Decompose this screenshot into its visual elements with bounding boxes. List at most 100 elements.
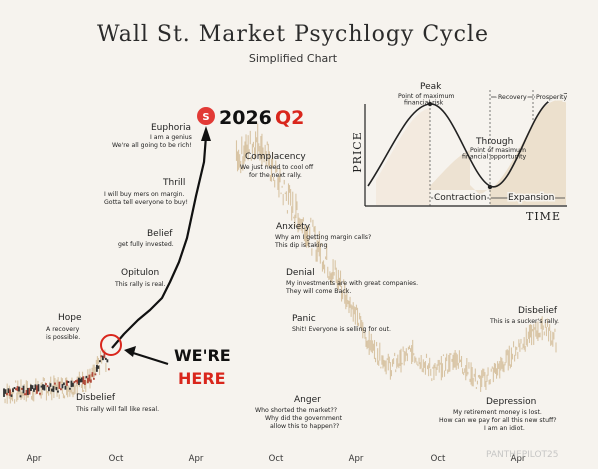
stage-anxiety: Anxiety bbox=[276, 222, 311, 232]
inset-peak-title: Peak bbox=[420, 82, 442, 92]
stage-depression: Depression bbox=[486, 397, 536, 407]
stage-complacency-text: We just need to cool off for the next ral… bbox=[240, 164, 314, 179]
here-line2: HERE bbox=[178, 369, 226, 388]
stage-anxiety-text: Why am I getting margin calls? This dip i… bbox=[274, 234, 371, 249]
here-arrow-line bbox=[129, 350, 169, 366]
s-badge-circle bbox=[197, 107, 215, 125]
stage-hope: Hope bbox=[58, 313, 82, 323]
inset-shade-expansion bbox=[490, 98, 566, 205]
candle bbox=[106, 359, 109, 363]
stage-labels: Disbelief This rally will fall like resa… bbox=[46, 123, 559, 432]
candle bbox=[76, 379, 79, 384]
candle bbox=[18, 386, 20, 392]
inset-top-recovery: Recovery bbox=[498, 94, 527, 101]
candle bbox=[54, 382, 56, 385]
here-arrow-head bbox=[124, 346, 136, 357]
candle bbox=[51, 388, 53, 392]
inset-peak-dot bbox=[427, 101, 433, 107]
candle bbox=[33, 388, 35, 392]
candle bbox=[92, 377, 95, 380]
candle bbox=[69, 387, 71, 390]
stage-euphoria-text: I am a genius We're all going to be rich! bbox=[112, 134, 192, 149]
candle bbox=[22, 385, 25, 394]
candle bbox=[9, 389, 11, 396]
candle bbox=[95, 364, 98, 372]
inset-trough-text: Point of masimum financial opportunity bbox=[462, 147, 527, 161]
inset-shade-peak bbox=[376, 108, 430, 205]
stage-anger: Anger bbox=[294, 395, 321, 405]
inset-xlabel: TIME bbox=[526, 210, 561, 223]
candle bbox=[12, 388, 14, 392]
s-badge-letter: S bbox=[202, 112, 209, 123]
candle bbox=[46, 385, 49, 388]
candle bbox=[85, 375, 88, 379]
candle bbox=[48, 386, 50, 392]
stage-disbelief-2: Disbelief bbox=[518, 306, 558, 316]
candle bbox=[81, 377, 83, 383]
stage-hope-text: A recovery is possible. bbox=[46, 326, 80, 341]
candle bbox=[94, 373, 97, 376]
x-tick-label: Apr bbox=[189, 454, 204, 464]
candle bbox=[40, 385, 43, 388]
candle bbox=[57, 390, 59, 393]
candle bbox=[75, 380, 77, 383]
candle bbox=[43, 384, 46, 391]
x-tick-label: Oct bbox=[269, 454, 284, 464]
stage-anger-text: Who shorted the market?? Why did the gove… bbox=[255, 407, 343, 430]
x-tick-label: Oct bbox=[431, 454, 446, 464]
here-line1: WE'RE bbox=[174, 346, 231, 365]
inset-trough-title: Through bbox=[475, 137, 513, 147]
candle bbox=[16, 386, 19, 392]
candle bbox=[34, 384, 37, 390]
inset-ylabel: PRICE bbox=[351, 131, 364, 172]
candle bbox=[64, 385, 67, 390]
candle bbox=[101, 355, 104, 361]
candle bbox=[25, 390, 28, 396]
stage-euphoria: Euphoria bbox=[151, 123, 191, 133]
candle bbox=[97, 365, 100, 369]
marker-quarter: Q2 bbox=[275, 107, 304, 129]
inset-phase-expansion: Expansion bbox=[508, 193, 554, 203]
candle bbox=[39, 392, 41, 395]
candle bbox=[98, 360, 101, 363]
here-circle bbox=[100, 334, 122, 356]
candle bbox=[58, 381, 61, 389]
candle bbox=[104, 357, 107, 360]
x-tick-label: Apr bbox=[27, 454, 42, 464]
candle bbox=[100, 355, 103, 358]
stage-denial-text: My investments are with great companies.… bbox=[285, 280, 418, 295]
candle bbox=[27, 387, 29, 395]
candle bbox=[82, 376, 85, 385]
candle bbox=[45, 383, 47, 386]
candle bbox=[3, 388, 5, 397]
chart-subtitle: Simplified Chart bbox=[249, 52, 338, 65]
candle bbox=[66, 380, 68, 386]
inset-business-cycle: Peak Point of maximum financial risk Thro… bbox=[351, 82, 569, 223]
candle bbox=[4, 389, 7, 394]
candle bbox=[70, 380, 73, 388]
candle bbox=[103, 353, 106, 359]
candle bbox=[13, 387, 16, 390]
candle bbox=[87, 377, 89, 384]
stage-thrill: Thrill bbox=[162, 178, 185, 188]
trend-arrow-line bbox=[111, 135, 208, 349]
inset-top-prosperity: Prosperity bbox=[536, 94, 567, 101]
stage-panic-text: Shit! Everyone is selling for out. bbox=[292, 326, 391, 333]
stage-belief: Belief bbox=[147, 229, 173, 239]
candle bbox=[31, 385, 34, 390]
candle bbox=[7, 388, 10, 394]
candle bbox=[19, 395, 22, 398]
candle bbox=[30, 384, 32, 392]
candle bbox=[107, 368, 110, 371]
stage-disbelief-1: Disbelief bbox=[76, 393, 116, 403]
inset-shade-contraction bbox=[430, 150, 490, 195]
candle bbox=[49, 383, 52, 387]
candle bbox=[78, 377, 80, 386]
x-tick-label: Oct bbox=[109, 454, 124, 464]
stage-depression-text: My retirement money is lost. How can we p… bbox=[439, 409, 557, 432]
stage-disbelief-2-text: This is a sucker's rally. bbox=[489, 318, 559, 325]
inset-peak-text: Point of maximum financial risk bbox=[398, 93, 454, 107]
candle bbox=[10, 394, 13, 397]
candle bbox=[73, 381, 76, 384]
